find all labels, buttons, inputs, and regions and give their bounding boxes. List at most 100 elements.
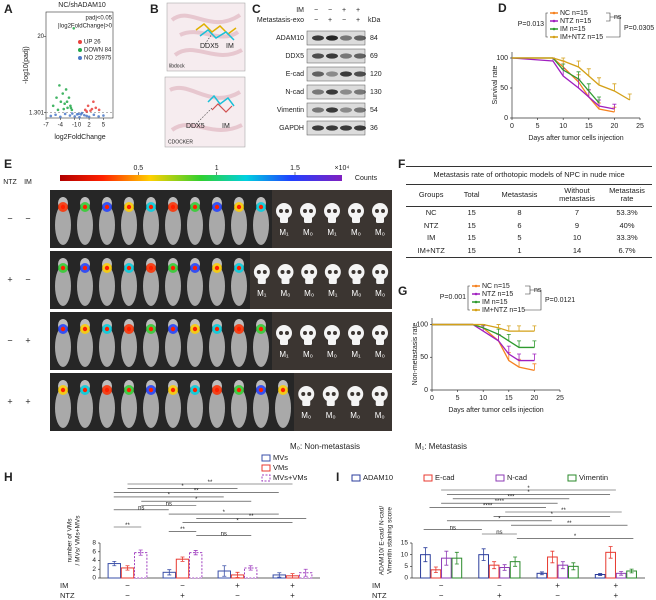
docking-label: IM [222, 123, 230, 130]
signal-core [104, 204, 110, 210]
table-cell: 15 [467, 233, 476, 243]
y-tick-label: 15 [401, 540, 409, 547]
y-tick-label: 20 [37, 34, 44, 40]
condition-label: IM [296, 7, 304, 14]
error-bar [248, 565, 253, 571]
significance-label: * [223, 510, 226, 516]
annotation: P=0.013 [518, 21, 544, 28]
legend-label: MVs+VMs [273, 473, 308, 482]
error-bar [167, 569, 172, 576]
protein-label: GAPDH [279, 125, 304, 132]
significance-label: * [498, 517, 501, 523]
y-tick-label: 50 [500, 85, 508, 92]
band [340, 35, 352, 41]
point [78, 115, 81, 119]
kda-value: 84 [370, 35, 378, 42]
legend-label: NC n=15 [560, 10, 588, 17]
mouse-body [165, 205, 181, 245]
table-cell: 10 [572, 233, 582, 243]
docking-view [164, 2, 246, 148]
point [63, 102, 66, 106]
signal-core [214, 204, 220, 210]
outcome-row [294, 373, 392, 431]
signal-core [192, 387, 198, 393]
point [69, 104, 72, 108]
point [85, 110, 88, 113]
x-tick-label: 0 [78, 123, 82, 129]
docking-label: DDX5 [200, 43, 219, 50]
point [56, 108, 60, 112]
signal-core [148, 265, 154, 271]
outcome-legend: M₀: Non-metastasis [290, 442, 360, 451]
mouse-body [209, 205, 225, 245]
y-axis-label: / MVs/ VMs+MVs [75, 515, 82, 566]
legend-swatch-dot [552, 11, 556, 15]
outcome-label: M₁ [257, 289, 267, 298]
band [340, 89, 352, 95]
skull [347, 386, 364, 402]
point [92, 113, 96, 117]
band [340, 107, 352, 113]
protein-label: E-cad [286, 71, 304, 78]
signal-core [170, 204, 176, 210]
table-cell: IM [426, 233, 436, 243]
error-bar [612, 103, 617, 109]
skull-eye [309, 331, 313, 335]
x-tick-label: 15 [585, 123, 593, 130]
error-bar [627, 93, 632, 100]
column-header: NTZ [3, 179, 17, 186]
mouse-body [99, 388, 115, 428]
skull-jaw [328, 278, 337, 284]
signal-core [170, 326, 176, 332]
error-bar [597, 96, 602, 103]
kda-header: kDa [368, 17, 381, 24]
docking-method: libdock [169, 63, 185, 69]
skull-eye [351, 209, 355, 213]
error-bar [561, 63, 566, 70]
error-bar [532, 325, 537, 332]
point [65, 100, 69, 103]
signal-core [82, 204, 88, 210]
band [326, 71, 338, 77]
x-axis-label: log2FoldChange [54, 134, 105, 141]
condition-sign: + [356, 7, 360, 14]
signal-core [192, 265, 198, 271]
docking-method: CDOCKER [168, 139, 193, 145]
significance-label: ** [125, 523, 130, 529]
mouse-body [77, 327, 93, 367]
table-row: NC 15 8 7 53.3% [406, 206, 652, 219]
mouse-body [55, 388, 71, 428]
y-tick-label: 4 [92, 557, 96, 564]
signal-core [126, 204, 132, 210]
signal-core [280, 387, 286, 393]
panel-label: G [398, 284, 407, 298]
error-bar [597, 77, 602, 85]
error-bar [586, 83, 591, 91]
row-label: IM [60, 581, 68, 590]
error-bar [561, 57, 566, 61]
significance-label: ** [561, 508, 566, 514]
significance-label: ns [166, 501, 172, 507]
error-bar [608, 546, 613, 559]
x-tick-label: 0 [430, 395, 434, 402]
point [62, 107, 66, 111]
legend-swatch [495, 474, 505, 482]
significance-label: ** [567, 521, 572, 527]
x-tick-label: 0 [510, 123, 514, 130]
significance-label: ** [194, 488, 199, 494]
panel-label: E [4, 157, 12, 171]
error-bar [290, 573, 295, 579]
row-label: NTZ [60, 591, 75, 600]
signal-core [236, 265, 242, 271]
row-sign: − [125, 591, 130, 600]
skull [324, 203, 340, 219]
kda-value: 120 [370, 71, 382, 78]
band [312, 89, 324, 95]
mouse-body [77, 266, 93, 306]
band [312, 71, 324, 77]
significance-label: ** [249, 514, 254, 520]
skull-eye [381, 270, 386, 274]
skull-jaw [351, 400, 360, 406]
table-header: Groups [406, 184, 457, 207]
